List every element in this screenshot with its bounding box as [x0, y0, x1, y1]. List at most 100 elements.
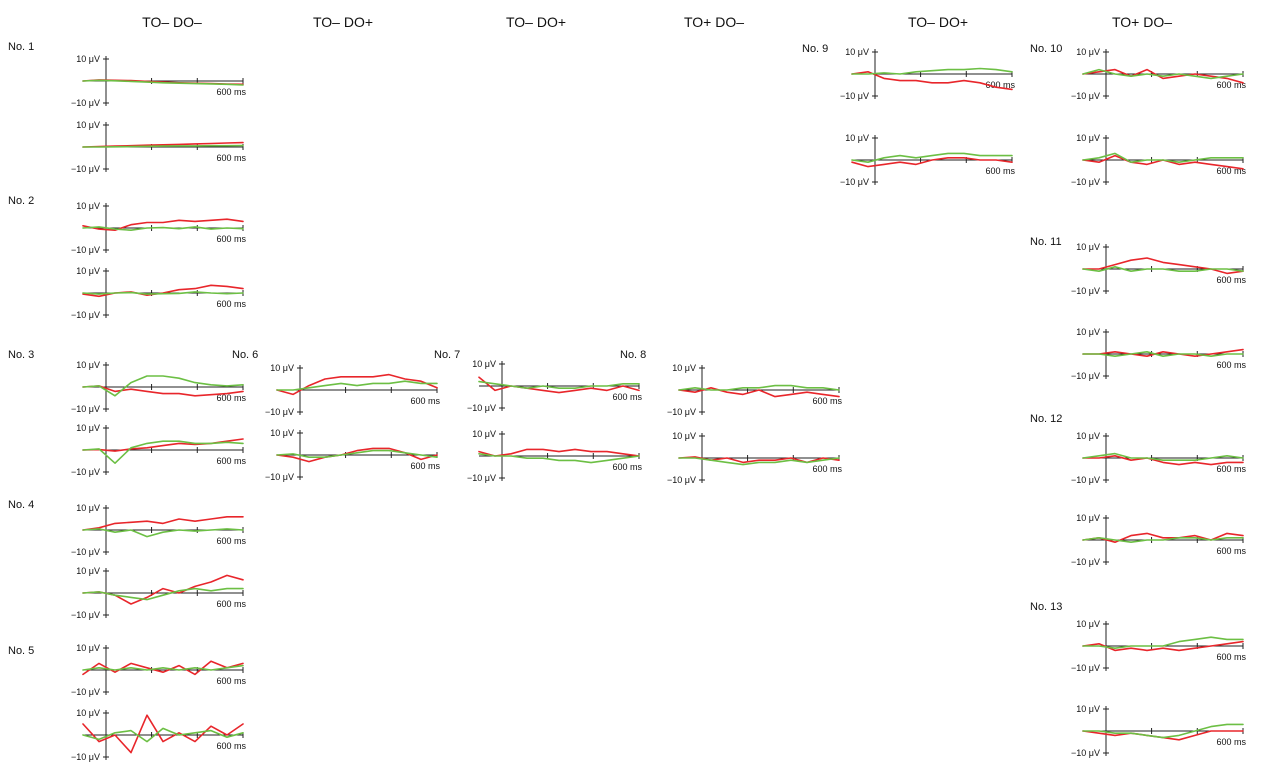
y-label-top: 10 μV [1076, 431, 1100, 441]
x-label-600ms: 600 ms [216, 393, 246, 403]
erp-plot-top: 10 μV −10 μV 600 ms [71, 503, 246, 557]
green-trace [1082, 152, 1244, 163]
x-label-600ms: 600 ms [1216, 737, 1246, 747]
green-trace [276, 449, 438, 459]
erp-plot-bottom: 10 μV −10 μV 600 ms [840, 133, 1015, 187]
erp-plot-bottom: 10 μV −10 μV 600 ms [467, 429, 642, 483]
x-label-600ms: 600 ms [216, 153, 246, 163]
x-label-600ms: 600 ms [216, 299, 246, 309]
subject-label: No. 2 [8, 195, 34, 207]
column-title-4: TO+ DO– [684, 14, 744, 30]
red-trace [276, 373, 438, 396]
x-label-600ms: 600 ms [1216, 464, 1246, 474]
subject-label: No. 4 [8, 499, 34, 511]
y-label-bottom: −10 μV [71, 467, 100, 477]
red-trace [851, 71, 1013, 91]
y-label-top: 10 μV [76, 708, 100, 718]
erp-plot-bottom: 10 μV −10 μV 600 ms [71, 423, 246, 477]
y-label-top: 10 μV [270, 428, 294, 438]
x-label-600ms: 600 ms [1216, 360, 1246, 370]
green-trace [678, 384, 840, 391]
green-trace [1082, 723, 1244, 739]
green-trace [82, 375, 244, 397]
x-label-600ms: 600 ms [812, 464, 842, 474]
y-label-bottom: −10 μV [840, 177, 869, 187]
y-label-bottom: −10 μV [1071, 557, 1100, 567]
y-label-top: 10 μV [1076, 242, 1100, 252]
subject-panel-3: No. 3 10 μV −10 μV 600 ms 10 μV −10 μV 600 ms [8, 349, 246, 477]
erp-plot-bottom: 10 μV −10 μV 600 ms [1071, 327, 1246, 381]
subject-panel-13: No. 13 10 μV −10 μV 600 ms 10 μV −10 μV 600 ms [1030, 601, 1246, 758]
y-label-bottom: −10 μV [71, 687, 100, 697]
green-trace [1082, 536, 1244, 544]
subject-panel-11: No. 11 10 μV −10 μV 600 ms 10 μV −10 μV 600 ms [1030, 236, 1246, 381]
green-trace [1082, 636, 1244, 650]
y-label-top: 10 μV [472, 429, 496, 439]
erp-plot-bottom: 10 μV −10 μV 600 ms [71, 566, 246, 620]
subject-panel-4: No. 4 10 μV −10 μV 600 ms 10 μV −10 μV 600 ms [8, 499, 246, 620]
erp-plot-bottom: 10 μV −10 μV 600 ms [265, 428, 440, 482]
x-label-600ms: 600 ms [985, 80, 1015, 90]
green-trace [1082, 350, 1244, 358]
green-trace [82, 727, 244, 743]
subject-label: No. 9 [802, 43, 828, 55]
subject-panel-5: No. 5 10 μV −10 μV 600 ms 10 μV −10 μV 600 ms [8, 643, 246, 762]
y-label-top: 10 μV [76, 423, 100, 433]
x-label-600ms: 600 ms [216, 599, 246, 609]
erp-plot-top: 10 μV −10 μV 600 ms [840, 47, 1015, 101]
green-trace [1082, 68, 1244, 80]
subject-label: No. 3 [8, 349, 34, 361]
subject-panel-6: No. 6 10 μV −10 μV 600 ms 10 μV −10 μV 600 ms [232, 349, 440, 482]
green-trace [82, 587, 244, 601]
y-label-top: 10 μV [472, 359, 496, 369]
green-trace [851, 152, 1013, 163]
green-trace [1082, 265, 1244, 273]
green-trace [478, 452, 640, 464]
erp-plot-top: 10 μV −10 μV 600 ms [71, 54, 246, 108]
x-label-600ms: 600 ms [1216, 652, 1246, 662]
y-label-bottom: −10 μV [71, 164, 100, 174]
y-label-bottom: −10 μV [265, 407, 294, 417]
erp-plot-top: 10 μV −10 μV 600 ms [71, 360, 246, 414]
column-titles: TO– DO– TO– DO+ TO– DO+ TO+ DO– TO– DO+ … [142, 14, 1172, 30]
y-label-bottom: −10 μV [667, 407, 696, 417]
green-trace [82, 440, 244, 465]
y-label-bottom: −10 μV [71, 547, 100, 557]
erp-plot-top: 10 μV −10 μV 600 ms [71, 201, 246, 255]
y-label-top: 10 μV [76, 503, 100, 513]
column-title-6: TO+ DO– [1112, 14, 1172, 30]
x-label-600ms: 600 ms [1216, 546, 1246, 556]
green-trace [478, 380, 640, 390]
red-trace [478, 376, 640, 394]
y-label-bottom: −10 μV [1071, 663, 1100, 673]
erp-plot-bottom: 10 μV −10 μV 600 ms [667, 431, 842, 485]
y-label-bottom: −10 μV [1071, 748, 1100, 758]
erp-plot-top: 10 μV −10 μV 600 ms [265, 363, 440, 417]
erp-plot-top: 10 μV −10 μV 600 ms [71, 643, 246, 697]
erp-plot-bottom: 10 μV −10 μV 600 ms [1071, 133, 1246, 187]
x-label-600ms: 600 ms [216, 234, 246, 244]
x-label-600ms: 600 ms [216, 456, 246, 466]
y-label-top: 10 μV [845, 133, 869, 143]
y-label-bottom: −10 μV [1071, 177, 1100, 187]
erp-plot-top: 10 μV −10 μV 600 ms [667, 363, 842, 417]
green-trace [82, 79, 244, 86]
subject-label: No. 1 [8, 41, 34, 53]
x-label-600ms: 600 ms [216, 536, 246, 546]
erp-plot-bottom: 10 μV −10 μV 600 ms [1071, 704, 1246, 758]
y-label-top: 10 μV [1076, 619, 1100, 629]
y-label-top: 10 μV [1076, 513, 1100, 523]
x-label-600ms: 600 ms [216, 87, 246, 97]
red-trace [82, 515, 244, 531]
erp-plot-top: 10 μV −10 μV 600 ms [1071, 619, 1246, 673]
erp-plot-bottom: 10 μV −10 μV 600 ms [1071, 513, 1246, 567]
erp-plot-bottom: 10 μV −10 μV 600 ms [71, 266, 246, 320]
y-label-bottom: −10 μV [71, 98, 100, 108]
green-trace [82, 528, 244, 538]
subject-label: No. 11 [1030, 236, 1062, 248]
y-label-top: 10 μV [76, 643, 100, 653]
subject-label: No. 5 [8, 645, 34, 657]
x-label-600ms: 600 ms [612, 392, 642, 402]
x-label-600ms: 600 ms [410, 461, 440, 471]
